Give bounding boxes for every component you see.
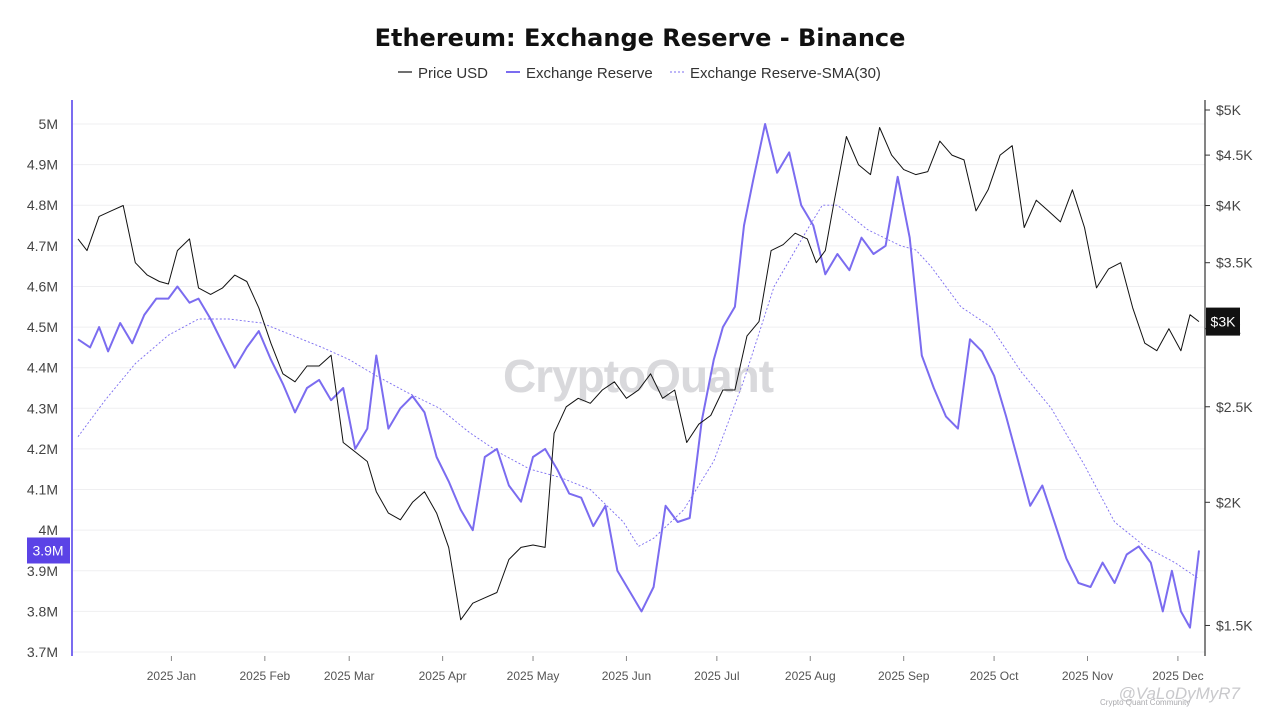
x-tick-label: 2025 Feb: [239, 669, 290, 683]
left-tick-label: 4.3M: [27, 400, 58, 416]
left-tick-label: 4.7M: [27, 238, 58, 254]
x-tick-label: 2025 Jan: [147, 669, 196, 683]
right-current-badge-bg: [1206, 307, 1240, 336]
x-tick-label: 2025 Dec: [1152, 669, 1203, 683]
x-tick-label: 2025 Sep: [878, 669, 930, 683]
left-tick-label: 4.8M: [27, 197, 58, 213]
left-current-badge-bg: [27, 537, 70, 564]
series-exchange-reserve-sma: [77, 204, 1200, 580]
left-tick-label: 3.9M: [27, 563, 58, 579]
x-tick-label: 2025 Jul: [694, 669, 739, 683]
legend: Price USD Exchange Reserve Exchange Rese…: [398, 65, 881, 82]
left-tick-label: 4.6M: [27, 278, 58, 294]
credit-handle: @VaLoDyMyR7: [1119, 684, 1241, 703]
legend-reserve-label[interactable]: Exchange Reserve: [526, 65, 653, 82]
right-tick-label: $4K: [1216, 198, 1242, 214]
credit: @VaLoDyMyR7 Crypto Quant Community: [1100, 684, 1241, 707]
x-tick-label: 2025 Mar: [324, 669, 375, 683]
chart-title: Ethereum: Exchange Reserve - Binance: [375, 24, 906, 52]
left-tick-label: 4.4M: [27, 360, 58, 376]
right-tick-label: $2K: [1216, 494, 1242, 510]
x-tick-label: 2025 Apr: [419, 669, 467, 683]
x-tick-label: 2025 Aug: [785, 669, 836, 683]
left-tick-label: 5M: [39, 116, 58, 132]
series-price-usd: [77, 127, 1200, 621]
x-axis-ticks: 2025 Jan 2025 Feb 2025 Mar 2025 Apr 2025 May…: [147, 656, 1204, 683]
right-tick-label: $5K: [1216, 102, 1242, 118]
left-tick-label: 3.8M: [27, 603, 58, 619]
x-tick-label: 2025 Oct: [970, 669, 1019, 683]
x-tick-label: 2025 May: [507, 669, 560, 683]
left-tick-label: 3.7M: [27, 644, 58, 660]
left-tick-label: 4.9M: [27, 157, 58, 173]
left-tick-label: 4.2M: [27, 441, 58, 457]
left-current-badge: 3.9M: [27, 537, 70, 564]
x-tick-label: 2025 Jun: [602, 669, 651, 683]
left-tick-label: 4.5M: [27, 319, 58, 335]
legend-sma-label[interactable]: Exchange Reserve-SMA(30): [690, 65, 881, 82]
left-current-badge-label: 3.9M: [32, 543, 63, 559]
right-tick-label: $1.5K: [1216, 617, 1253, 633]
series-exchange-reserve: [77, 123, 1200, 629]
right-tick-label: $3.5K: [1216, 255, 1253, 271]
gridlines: [72, 123, 1205, 653]
watermark: CryptoQuant: [503, 350, 774, 402]
left-axis-ticks: 3.7M 3.8M 3.9M 4M 4.1M 4.2M 4.3M 4.4M 4.5M 4.6M 4.…: [27, 116, 58, 660]
credit-source: Crypto Quant Community: [1100, 698, 1190, 707]
left-tick-label: 4.1M: [27, 482, 58, 498]
right-tick-label: $4.5K: [1216, 147, 1253, 163]
right-tick-label: $2.5K: [1216, 399, 1253, 415]
series-layer: [77, 123, 1200, 629]
right-axis-ticks: $1.5K $2K $2.5K $3K $3.5K $4K $4.5K $5K: [1205, 102, 1253, 633]
right-current-badge-label: $3K: [1211, 314, 1237, 330]
right-current-badge: $3K: [1206, 307, 1240, 336]
x-tick-label: 2025 Nov: [1062, 669, 1113, 683]
left-tick-label: 4M: [39, 522, 58, 538]
legend-price-label[interactable]: Price USD: [418, 65, 488, 82]
